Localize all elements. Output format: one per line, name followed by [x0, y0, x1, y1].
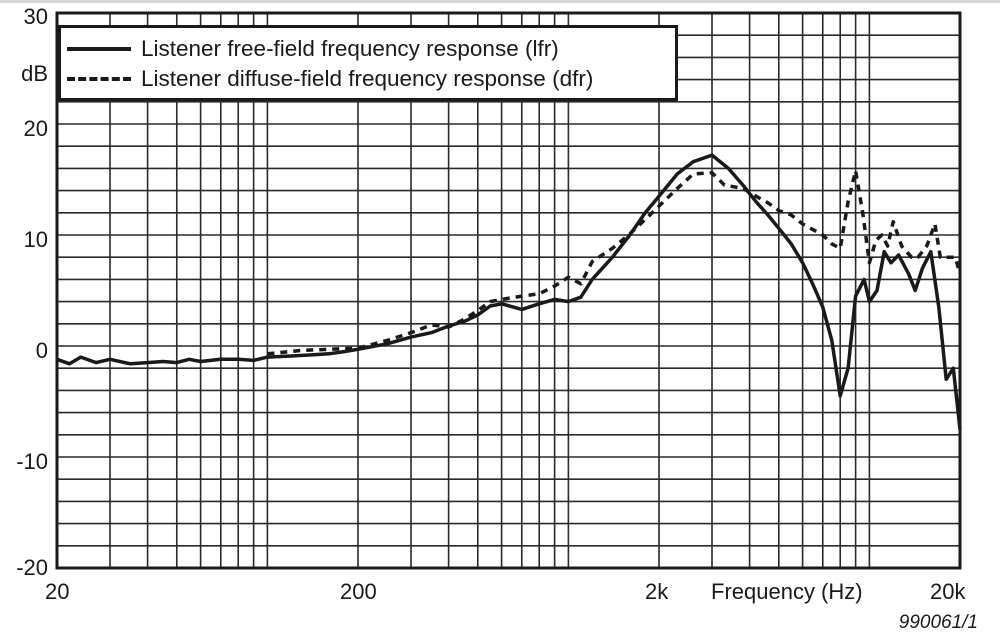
- legend-item-lfr: Listener free-field frequency response (…: [67, 34, 559, 64]
- y-tick-10: 10: [23, 227, 48, 252]
- response-curves: [56, 153, 962, 430]
- x-axis-title: Frequency (Hz): [711, 579, 863, 604]
- chart-legend: Listener free-field frequency response (…: [58, 25, 678, 101]
- y-tick-neg20: -20: [16, 555, 48, 580]
- legend-item-dfr: Listener diffuse-field frequency respons…: [67, 64, 593, 94]
- lfr-curve: [56, 153, 962, 430]
- y-tick-20: 20: [23, 116, 48, 141]
- figure-code: 990061/1: [898, 612, 978, 633]
- solid-line-swatch-icon: [67, 47, 131, 51]
- x-tick-200: 200: [340, 579, 377, 604]
- y-tick-neg10: -10: [16, 449, 48, 474]
- dfr-curve: [267, 168, 962, 356]
- y-tick-0: 0: [35, 338, 48, 363]
- y-tick-30: 30: [23, 4, 48, 29]
- x-tick-20: 20: [45, 579, 70, 604]
- y-axis-unit: dB: [21, 61, 48, 86]
- dashed-line-swatch-icon: [67, 77, 131, 81]
- legend-label-dfr: Listener diffuse-field frequency respons…: [141, 66, 594, 91]
- legend-label-lfr: Listener free-field frequency response (…: [141, 36, 559, 61]
- x-tick-2k: 2k: [645, 579, 669, 604]
- plot-frame: [55, 11, 962, 570]
- top-border: [0, 0, 1000, 3]
- x-tick-20k: 20k: [930, 579, 966, 604]
